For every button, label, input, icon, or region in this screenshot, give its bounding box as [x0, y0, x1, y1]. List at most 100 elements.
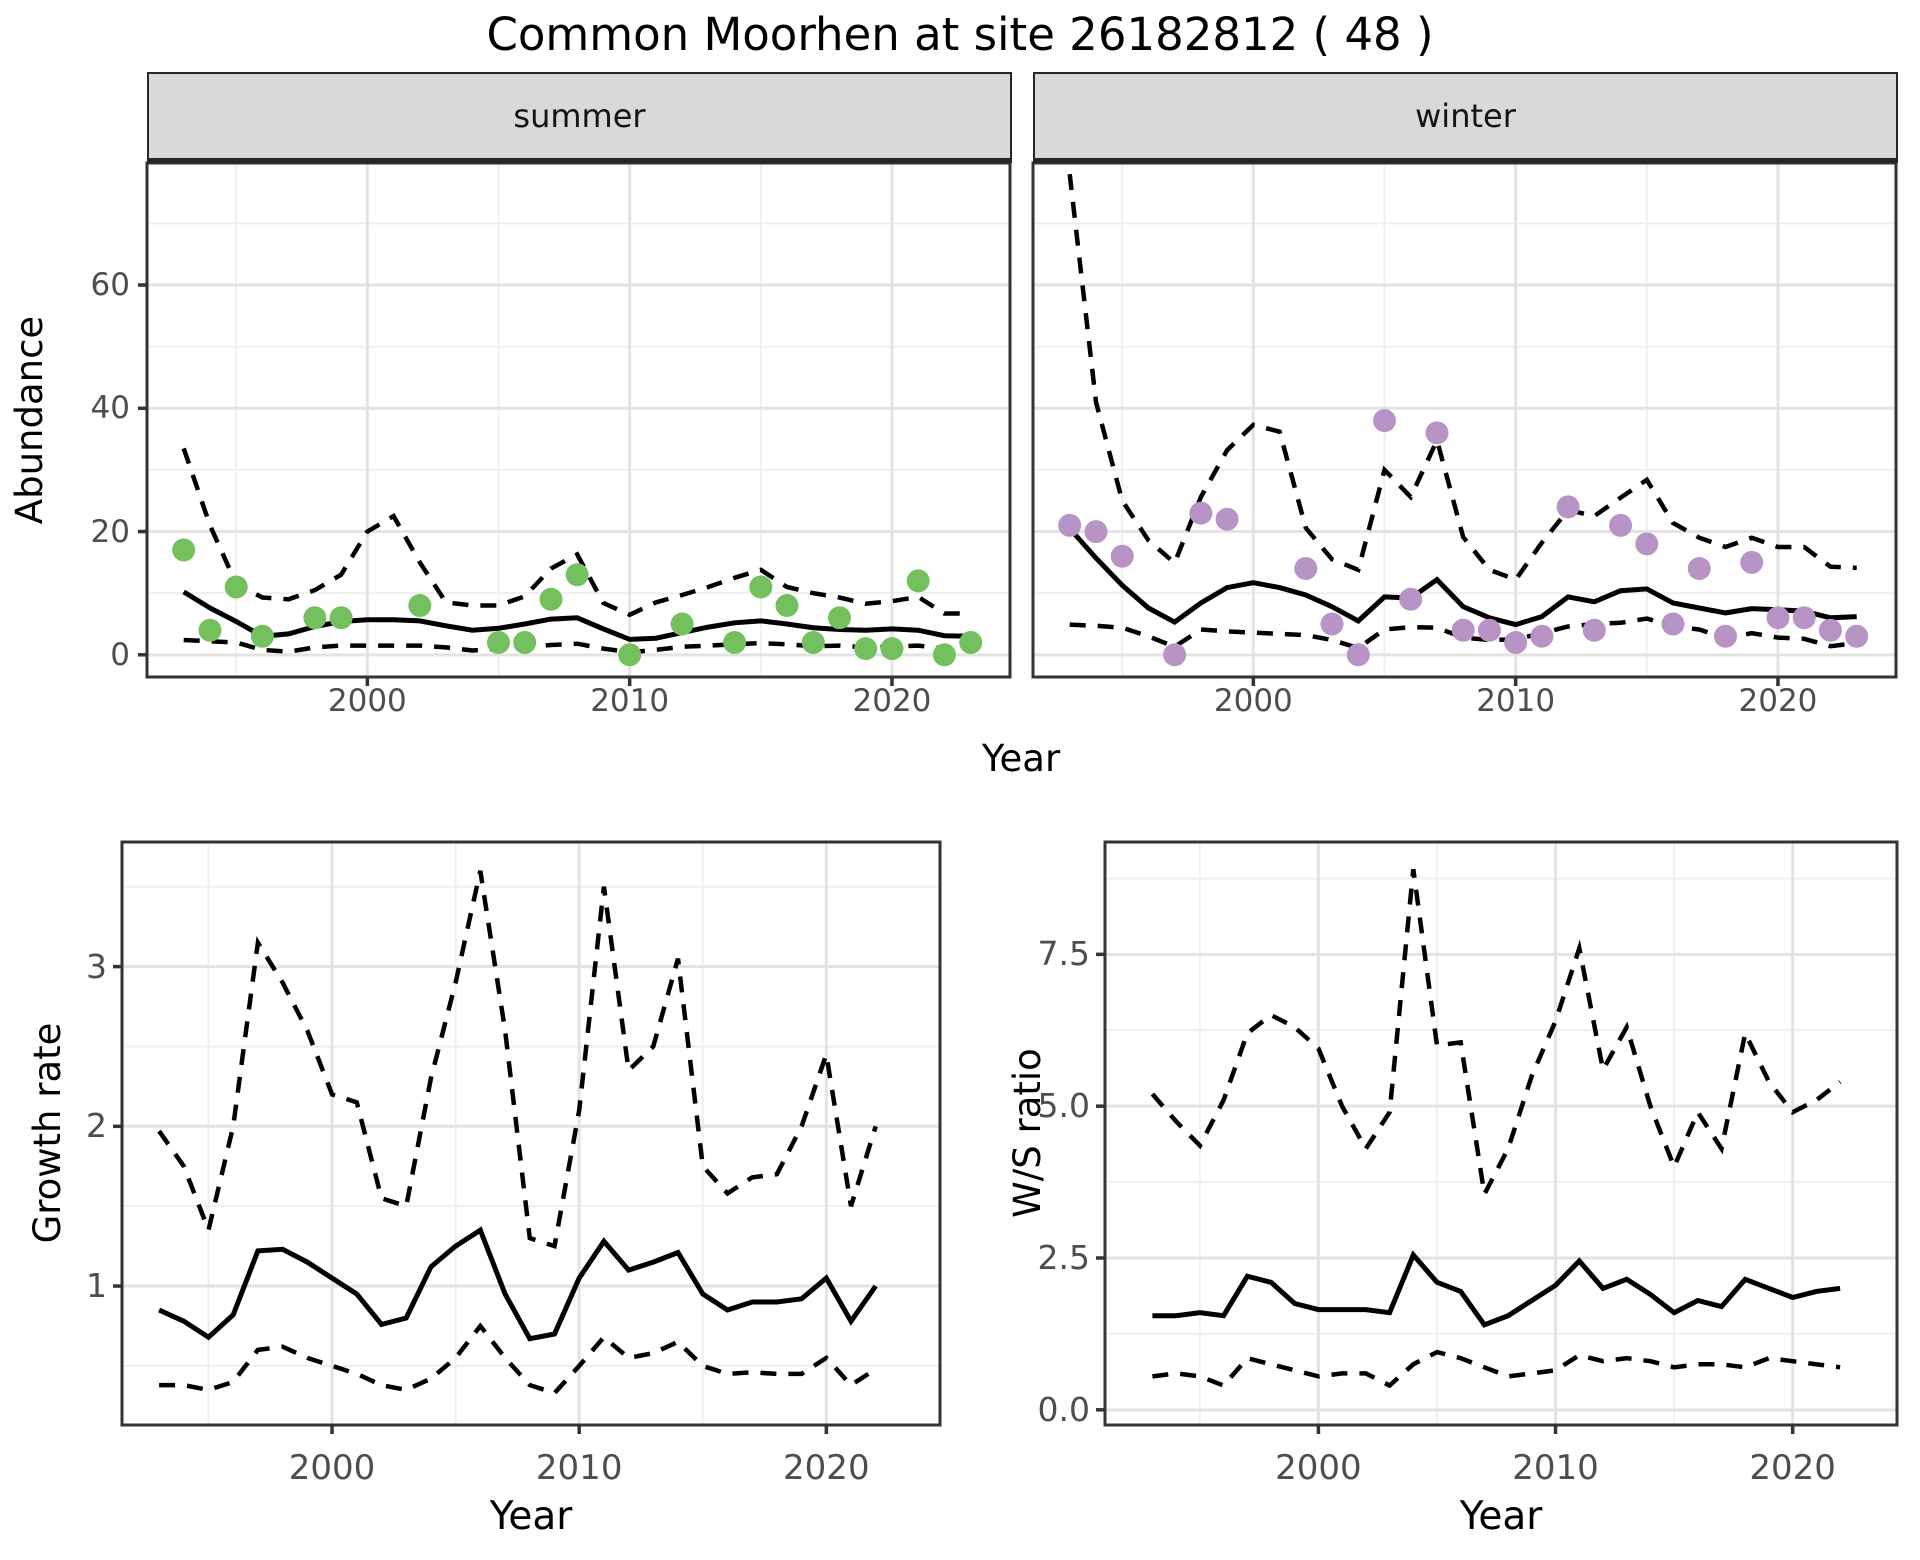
x-tick-label: 2020 — [783, 1448, 870, 1488]
data-point — [1163, 643, 1187, 667]
ci-upper-line — [157, 870, 878, 1250]
panel-border — [1103, 840, 1899, 1427]
panel-border — [145, 161, 1012, 679]
x-tick-label: 2000 — [1275, 1448, 1362, 1488]
panel-border — [1031, 161, 1898, 679]
data-point — [1661, 612, 1685, 636]
ci-lower-line — [1152, 1349, 1841, 1389]
y-tick-label: 40 — [90, 390, 130, 427]
data-point — [749, 575, 773, 599]
data-point — [828, 606, 851, 630]
facet-strip-winter: winter — [1033, 72, 1898, 163]
panel-background — [1105, 842, 1897, 1425]
y-tick-label: 7.5 — [1037, 934, 1090, 974]
ci-upper-line — [181, 447, 971, 618]
ci-lower-line — [159, 1322, 877, 1396]
data-point — [670, 612, 694, 636]
data-point — [1818, 618, 1842, 642]
data-point — [1766, 606, 1790, 630]
data-point — [1058, 513, 1082, 537]
data-point — [1687, 557, 1711, 580]
data-point — [1215, 507, 1239, 531]
data-point — [1792, 606, 1816, 630]
data-point — [1346, 643, 1370, 667]
panel-background — [147, 163, 1010, 677]
x-tick-label: 2020 — [852, 683, 932, 719]
y-tick-label: 2.5 — [1037, 1237, 1090, 1277]
data-point — [303, 606, 327, 630]
data-point — [1635, 532, 1659, 556]
data-point — [1320, 612, 1344, 636]
data-point — [618, 643, 642, 667]
data-point — [1399, 587, 1423, 611]
data-point — [1373, 409, 1396, 433]
facet-strip-summer: summer — [147, 72, 1012, 163]
y-tick-label: 5.0 — [1037, 1086, 1090, 1126]
data-point — [1845, 624, 1869, 648]
fit-line — [1152, 1250, 1841, 1328]
data-point — [1477, 618, 1501, 642]
data-point — [1110, 544, 1134, 568]
panel-border — [120, 840, 942, 1427]
y-tick-label: 0 — [110, 636, 130, 673]
data-point — [224, 575, 248, 599]
data-point — [1582, 618, 1606, 642]
data-point — [906, 569, 930, 593]
data-point — [1451, 618, 1475, 642]
data-point — [1530, 624, 1554, 648]
data-point — [1189, 501, 1213, 525]
data-point — [487, 631, 510, 654]
x-tick-label: 2000 — [288, 1448, 376, 1488]
data-point — [880, 637, 904, 661]
x-axis-title-year-top: Year — [981, 737, 1061, 780]
x-tick-label: 2000 — [327, 683, 407, 719]
data-point — [329, 606, 353, 630]
fit-line — [158, 1226, 878, 1342]
x-tick-label: 2010 — [590, 683, 670, 719]
panel-background — [1033, 163, 1896, 677]
data-point — [250, 624, 274, 648]
x-axis-title-year-bottom-right: Year — [1459, 1494, 1543, 1539]
facet-strip-summer-label: summer — [513, 97, 646, 135]
data-point — [1294, 557, 1318, 580]
data-point — [854, 637, 878, 661]
chart-title: Common Moorhen at site 26182812 ( 48 ) — [486, 8, 1434, 61]
data-point — [513, 631, 537, 654]
data-point — [1714, 624, 1737, 648]
y-tick-label: 1 — [86, 1266, 107, 1306]
data-point — [172, 538, 196, 562]
x-tick-label: 2020 — [1738, 683, 1818, 719]
data-point — [801, 631, 825, 654]
data-point — [1425, 421, 1449, 445]
data-point — [1504, 631, 1528, 654]
y-tick-label: 20 — [90, 513, 130, 550]
y-tick-label: 3 — [86, 946, 107, 986]
x-tick-label: 2010 — [1512, 1448, 1599, 1488]
fit-line — [1067, 526, 1857, 628]
x-tick-label: 2000 — [1213, 683, 1293, 719]
data-point — [932, 643, 956, 667]
x-tick-label: 2020 — [1749, 1448, 1836, 1488]
y-tick-label: 60 — [90, 267, 130, 304]
data-point — [1740, 550, 1764, 574]
x-tick-label: 2010 — [1476, 683, 1556, 719]
x-tick-label: 2010 — [535, 1448, 623, 1488]
data-point — [1084, 520, 1108, 544]
facet-strip-winter-label: winter — [1415, 97, 1516, 135]
data-point — [1609, 513, 1633, 537]
data-point — [539, 587, 563, 611]
ci-upper-line — [1150, 868, 1842, 1202]
x-axis-title-year-bottom-left: Year — [489, 1494, 573, 1539]
data-point — [959, 631, 983, 654]
ci-upper-line — [1067, 173, 1857, 583]
data-point — [1556, 495, 1580, 519]
data-point — [723, 631, 747, 654]
data-point — [565, 563, 589, 587]
data-point — [408, 594, 432, 617]
y-tick-label: 2 — [86, 1106, 107, 1146]
data-point — [775, 594, 799, 617]
y-tick-label: 0.0 — [1037, 1389, 1090, 1429]
ci-lower-line — [183, 637, 971, 655]
